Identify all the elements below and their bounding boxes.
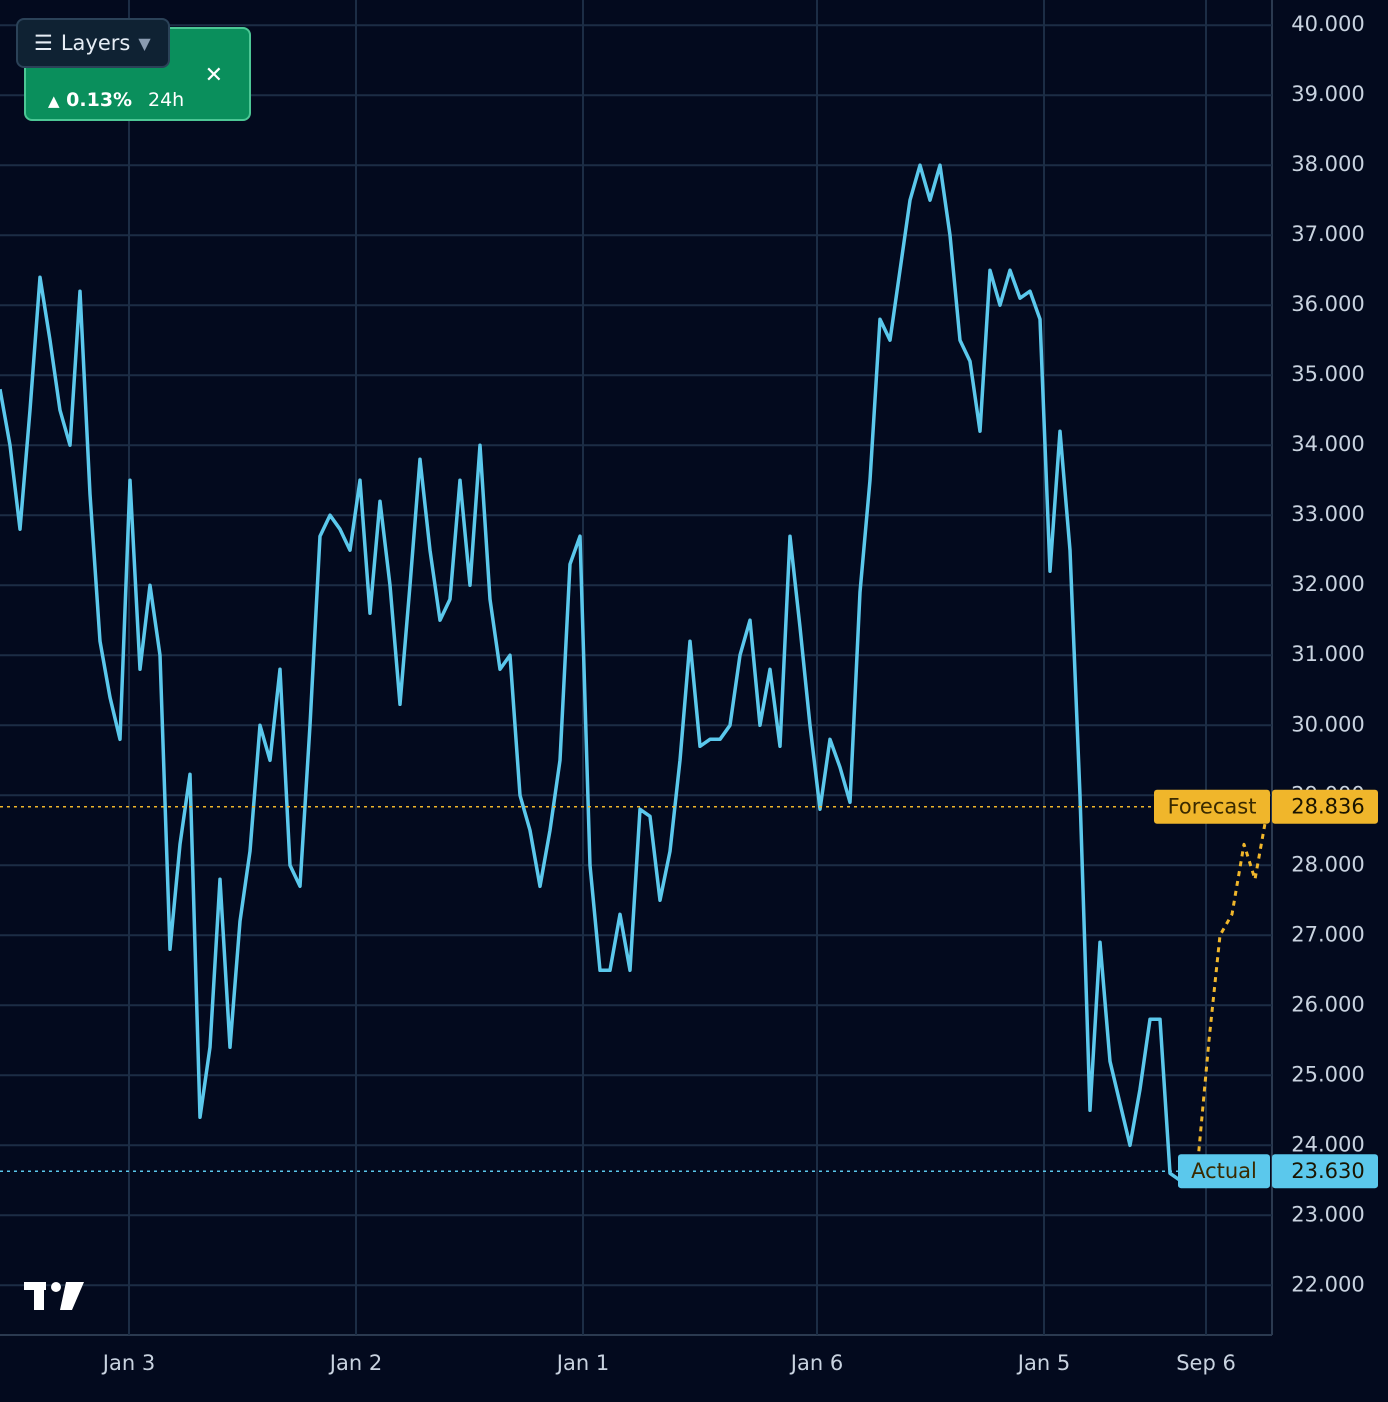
y-tick-label: 26.000: [1291, 992, 1364, 1016]
dropdown-icon: ▼: [138, 33, 151, 53]
y-tick-label: 36.000: [1291, 292, 1364, 316]
y-tick-label: 23.000: [1291, 1202, 1364, 1226]
marker-name: Forecast: [1168, 795, 1257, 819]
marker-name: Actual: [1191, 1159, 1257, 1183]
y-tick-label: 30.000: [1291, 712, 1364, 736]
change-value: 0.13%: [66, 89, 133, 111]
y-tick-label: 40.000: [1291, 12, 1364, 36]
y-tick-label: 34.000: [1291, 432, 1364, 456]
marker-label-box: [1178, 1154, 1270, 1189]
marker-label-box: [1154, 789, 1270, 824]
marker-value-box: [1272, 1154, 1378, 1189]
menu-icon: ☰: [34, 31, 53, 55]
x-tick-label: Jan 6: [789, 1351, 843, 1375]
price-line: [1195, 806, 1270, 1172]
y-tick-label: 39.000: [1291, 82, 1364, 106]
y-tick-label: 33.000: [1291, 502, 1364, 526]
y-tick-label: 31.000: [1291, 642, 1364, 666]
period: 24h: [148, 89, 185, 111]
y-tick-label: 38.000: [1291, 152, 1364, 176]
x-tick-label: Jan 2: [328, 1351, 382, 1375]
marker-value: 28.836: [1291, 795, 1364, 819]
y-tick-label: 32.000: [1291, 572, 1364, 596]
layers-label: Layers: [60, 31, 131, 55]
change: ▲ 0.13%: [48, 89, 133, 111]
y-tick-label: 35.000: [1291, 362, 1364, 386]
y-tick-label: 28.000: [1291, 852, 1364, 876]
y-tick-label: 37.000: [1291, 222, 1364, 246]
price-line: [0, 163, 1182, 1182]
layers-button[interactable]: ☰ Layers ▼: [16, 18, 170, 68]
marker-value: 23.630: [1291, 1159, 1364, 1183]
y-tick-label: 22.000: [1291, 1272, 1364, 1296]
x-tick-label: Jan 1: [555, 1351, 609, 1375]
x-tick-label: Jan 3: [101, 1351, 155, 1375]
logo: [24, 1282, 84, 1310]
x-tick-label: Sep 6: [1176, 1351, 1236, 1375]
x-tick-label: Jan 5: [1016, 1351, 1070, 1375]
y-tick-label: 24.000: [1291, 1132, 1364, 1156]
y-tick-label: 27.000: [1291, 922, 1364, 946]
y-tick-label: 25.000: [1291, 1062, 1364, 1086]
marker-value-box: [1272, 789, 1378, 824]
close-button[interactable]: ✕: [204, 63, 223, 88]
